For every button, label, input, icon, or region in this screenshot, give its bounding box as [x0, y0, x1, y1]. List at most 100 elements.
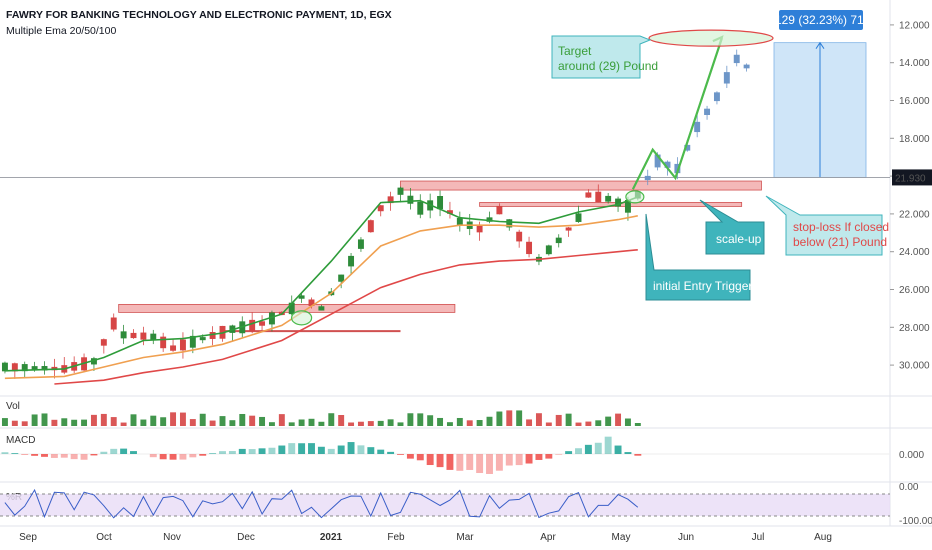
candle-body — [209, 332, 216, 339]
candle-body — [713, 92, 720, 102]
target-text-2: around (29) Pound — [558, 59, 658, 73]
volume-bar — [466, 420, 473, 426]
volume-bar — [328, 413, 335, 426]
macd-histogram-bar — [317, 446, 325, 454]
macd-histogram-bar — [70, 454, 78, 460]
macd-histogram-bar — [130, 451, 137, 454]
volume-bar — [150, 415, 157, 426]
macd-histogram-bar — [80, 454, 88, 460]
volume-bar — [31, 414, 38, 426]
candle-body — [110, 317, 117, 330]
candle-body — [565, 227, 572, 231]
volume-bar — [239, 413, 246, 426]
candle-body — [743, 64, 750, 69]
macd-histogram-bar — [288, 443, 296, 454]
macd-histogram-bar — [486, 454, 493, 474]
macd-histogram-bar — [515, 454, 523, 466]
price-tick-label: 14.000 — [899, 58, 930, 69]
macd-histogram-bar — [50, 454, 58, 458]
candle-body — [615, 198, 622, 207]
volume-bar — [298, 419, 305, 426]
stop-loss-text-1: stop-loss If closed — [793, 220, 889, 234]
macd-histogram-bar — [41, 454, 48, 457]
candle-body — [555, 237, 562, 244]
entry-text: initial Entry Trigger — [653, 279, 752, 293]
volume-bar — [456, 417, 463, 426]
resistance-zone — [400, 180, 762, 191]
candle-body — [526, 241, 533, 255]
stop-loss-text-2: below (21) Pound — [793, 235, 887, 249]
volume-bar — [545, 422, 552, 426]
measure-arrowhead — [815, 41, 825, 49]
macd-histogram-bar — [565, 451, 573, 454]
target-callout — [551, 35, 652, 79]
volume-bar — [11, 420, 18, 426]
macd-histogram-bar — [357, 445, 365, 454]
macd-histogram-bar — [238, 448, 246, 454]
macd-histogram-bar — [189, 454, 197, 458]
candle-body — [664, 161, 671, 168]
candle-body — [496, 205, 503, 215]
volume-bar — [100, 413, 107, 426]
macd-histogram-bar — [248, 449, 256, 454]
price-tick-label: 22.000 — [899, 209, 930, 220]
macd-histogram-bar — [337, 445, 345, 454]
time-tick-label: Sep — [19, 532, 37, 543]
candle-body — [644, 175, 651, 181]
candle-body — [90, 358, 97, 365]
volume-bar — [179, 412, 186, 426]
candle-body — [199, 337, 206, 341]
macd-histogram-bar — [169, 454, 177, 460]
macd-histogram-bar — [397, 454, 404, 455]
volume-bar — [21, 421, 28, 426]
candle-body — [130, 332, 137, 339]
breakout-ellipse — [291, 310, 313, 326]
volume-bar — [387, 419, 394, 426]
candle-body — [486, 217, 493, 222]
volume-bar — [90, 414, 97, 426]
volume-bar — [496, 411, 503, 426]
volume-bar — [357, 421, 364, 426]
time-tick-label: Dec — [237, 532, 255, 543]
entry-callout — [645, 213, 751, 301]
macd-histogram-bar — [555, 454, 563, 455]
macd-histogram-bar — [624, 452, 632, 454]
macd-histogram-bar — [120, 448, 128, 454]
candle-body — [476, 225, 483, 233]
candle-body — [31, 366, 38, 370]
candle-body — [189, 335, 196, 348]
volume-bar — [575, 422, 582, 426]
macd-histogram-bar — [545, 454, 553, 459]
ema100-line — [54, 249, 638, 385]
macd-histogram-bar — [159, 454, 167, 460]
time-tick-label: Mar — [456, 532, 474, 543]
volume-bar — [446, 422, 453, 426]
candle-body — [298, 295, 305, 299]
time-tick-label: Feb — [387, 532, 405, 543]
macd-histogram-bar — [466, 454, 474, 470]
macd-histogram-bar — [31, 454, 39, 456]
volume-bar — [624, 418, 631, 426]
volume-bar — [338, 415, 345, 426]
volume-bar — [348, 422, 355, 426]
candle-body — [259, 321, 266, 326]
volume-bar — [51, 419, 58, 426]
time-tick-label: May — [612, 532, 631, 543]
candle-body — [585, 192, 592, 198]
projection-arrow — [631, 37, 723, 190]
macd-histogram-bar — [308, 443, 315, 454]
volume-bar — [417, 413, 424, 426]
macd-histogram-bar — [149, 454, 157, 458]
macd-histogram-bar — [327, 448, 335, 454]
candle-body — [338, 274, 345, 282]
candle-body — [377, 205, 384, 212]
candle-body — [595, 191, 602, 203]
scale-up-text: scale-up — [716, 232, 762, 246]
candle-body — [160, 336, 167, 349]
time-tick-label: Jul — [752, 532, 765, 543]
volume-bar — [486, 416, 493, 426]
volume-bar — [516, 410, 523, 426]
stop-loss-callout — [765, 195, 883, 256]
candle-body — [21, 364, 28, 372]
